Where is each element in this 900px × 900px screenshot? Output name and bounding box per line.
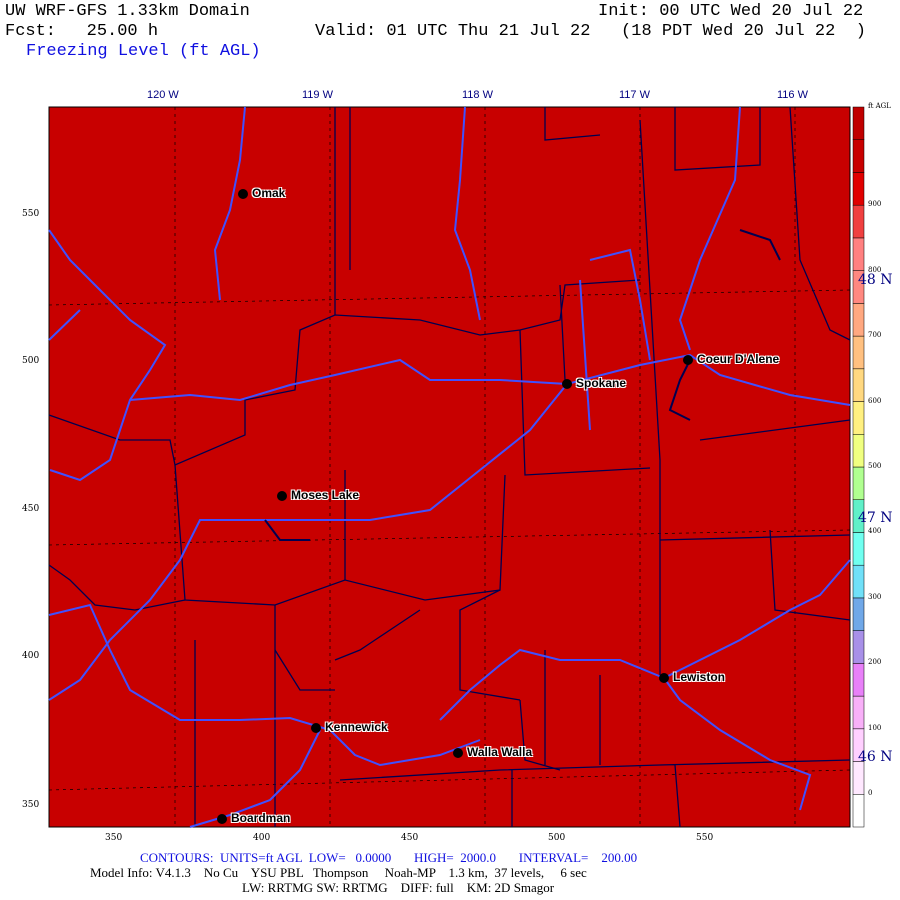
city-label: Lewiston: [673, 670, 726, 684]
colorbar-label: 700: [868, 331, 882, 340]
lat-label-46n: 46 N: [858, 749, 893, 765]
city-marker: [562, 379, 572, 389]
y-tick: 500: [22, 356, 40, 366]
y-tick: 450: [22, 504, 40, 514]
colorbar-label: 300: [868, 592, 882, 601]
city-marker: [217, 814, 227, 824]
y-tick: 400: [22, 651, 40, 661]
colorbar-bin: [852, 663, 865, 697]
colorbar-bin: [852, 794, 865, 828]
x-tick: 450: [401, 833, 419, 843]
lon-label-119w: 119 W: [302, 89, 333, 101]
colorbar-bin: [852, 237, 865, 271]
colorbar-label: 100: [868, 723, 882, 732]
lon-label-116w: 116 W: [777, 89, 808, 101]
city-marker: [311, 723, 321, 733]
colorbar-label: 200: [868, 658, 882, 667]
colorbar-bin: [852, 695, 865, 730]
city-label: Boardman: [231, 811, 291, 825]
contour-info: CONTOURS: UNITS=ft AGL LOW= 0.0000 HIGH=…: [140, 850, 638, 865]
init-time: Init: 00 UTC Wed 20 Jul 22: [598, 2, 864, 21]
colorbar-label: 500: [868, 462, 882, 470]
colorbar-bin: [852, 434, 865, 468]
colorbar-bin: [852, 303, 865, 337]
rivers: [48, 106, 851, 828]
forecast-hour: Fcst: 25.00 h: [5, 22, 159, 41]
colorbar-label: 0: [868, 789, 873, 798]
colorbar: [852, 106, 865, 828]
colorbar-bin: [852, 466, 865, 500]
colorbar-label: 400: [868, 527, 882, 536]
colorbar-bin: [852, 630, 865, 664]
city-label: Walla Walla: [467, 745, 533, 759]
city-marker: [659, 673, 669, 683]
colorbar-bin: [852, 761, 865, 795]
field-name: Freezing Level (ft AGL): [26, 42, 261, 61]
colorbar-label: 900: [868, 200, 882, 209]
colorbar-bin: [852, 335, 865, 370]
colorbar-bin: [852, 139, 865, 173]
colorbar-bin: [852, 172, 865, 206]
y-tick: 550: [22, 209, 40, 219]
lat-label-48n: 48 N: [858, 272, 893, 288]
model-info: Model Info: V4.1.3 No Cu YSU PBL Thompso…: [90, 865, 587, 880]
colorbar-bin: [852, 532, 865, 566]
x-tick: 550: [696, 833, 714, 843]
city-label: Coeur D'Alene: [697, 352, 780, 366]
city-marker: [453, 748, 463, 758]
city-label: Spokane: [576, 376, 627, 390]
map-frame: [48, 106, 851, 828]
colorbar-units: ft AGL: [868, 102, 891, 110]
colorbar-label: 600: [868, 396, 882, 405]
city-label: Moses Lake: [291, 488, 360, 502]
city-marker: [238, 189, 248, 199]
valid-time: Valid: 01 UTC Thu 21 Jul 22 (18 PDT Wed …: [315, 22, 866, 41]
county-borders: [48, 106, 851, 828]
colorbar-bin: [852, 564, 865, 599]
x-tick: 500: [548, 833, 566, 843]
city-marker: [277, 491, 287, 501]
city-label: Kennewick: [325, 720, 388, 734]
x-tick: 400: [253, 833, 271, 843]
colorbar-bin: [852, 597, 865, 631]
lon-label-118w: 118 W: [462, 89, 493, 101]
city-marker: [683, 355, 693, 365]
colorbar-bin: [852, 204, 865, 239]
lon-label-117w: 117 W: [619, 89, 650, 101]
model-title: UW WRF-GFS 1.33km Domain: [5, 2, 250, 21]
lakes: [264, 229, 781, 541]
colorbar-bin: [852, 368, 865, 402]
lon-label-120w: 120 W: [147, 89, 179, 101]
colorbar-bin: [852, 401, 865, 435]
physics-info: LW: RRTMG SW: RRTMG DIFF: full KM: 2D Sm…: [242, 880, 555, 895]
x-tick: 350: [105, 833, 123, 843]
colorbar-label: 800: [868, 265, 882, 274]
colorbar-bin: [852, 106, 865, 140]
lat-label-47n: 47 N: [858, 510, 893, 526]
y-tick: 350: [22, 800, 40, 810]
city-label: Omak: [252, 186, 286, 200]
